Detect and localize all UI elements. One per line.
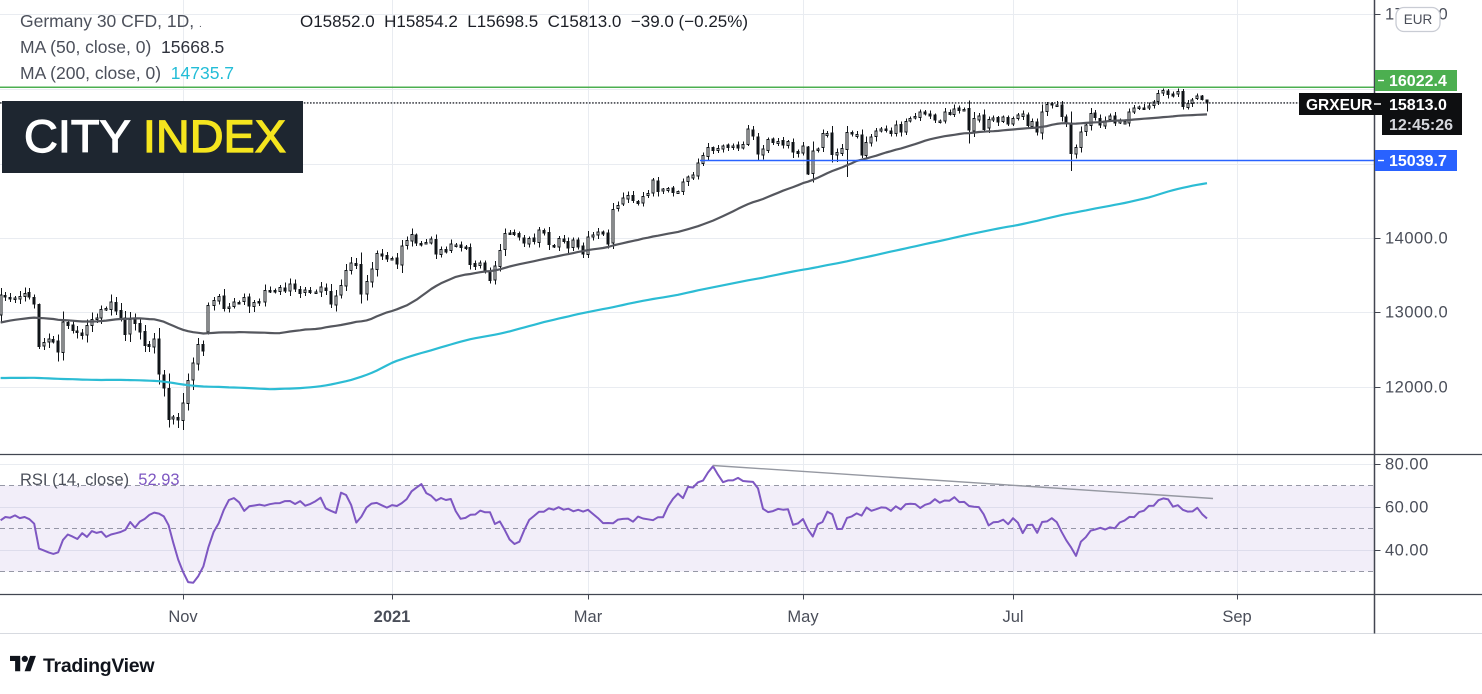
svg-text:14000.0: 14000.0 — [1385, 230, 1448, 248]
svg-text:MA (50, close, 0) 15668.5: MA (50, close, 0) 15668.5 — [20, 37, 224, 57]
svg-text:O15852.0 H15854.2 L15698.5: O15852.0 H15854.2 L15698.5 C15813.0 −39.… — [300, 12, 748, 31]
svg-text:60.00: 60.00 — [1385, 499, 1429, 517]
svg-text:40.00: 40.00 — [1385, 542, 1429, 560]
svg-text:16022.4: 16022.4 — [1389, 73, 1447, 90]
svg-text:12000.0: 12000.0 — [1385, 379, 1448, 397]
svg-text:EUR: EUR — [1404, 12, 1433, 27]
svg-text:GRXEUR: GRXEUR — [1306, 97, 1372, 114]
svg-text:Germany 30 CFD, 1D, .: Germany 30 CFD, 1D, . — [20, 11, 202, 31]
svg-text:15039.7: 15039.7 — [1389, 153, 1447, 170]
svg-text:MA (200, close, 0) 14735.7: MA (200, close, 0) 14735.7 — [20, 63, 234, 83]
svg-text:TradingView: TradingView — [43, 655, 155, 677]
svg-text:Nov: Nov — [168, 608, 198, 626]
svg-text:2021: 2021 — [374, 608, 411, 626]
svg-text:Mar: Mar — [574, 608, 603, 626]
svg-text:13000.0: 13000.0 — [1385, 304, 1448, 322]
svg-text:RSI (14, close) 52.93: RSI (14, close) 52.93 — [20, 471, 180, 489]
svg-text:Sep: Sep — [1222, 608, 1251, 626]
svg-text:CITY INDEX: CITY INDEX — [24, 111, 286, 162]
svg-text:80.00: 80.00 — [1385, 456, 1429, 474]
svg-text:15813.0: 15813.0 — [1389, 97, 1447, 114]
svg-text:May: May — [787, 608, 819, 626]
svg-text:Jul: Jul — [1002, 608, 1023, 626]
svg-text:12:45:26: 12:45:26 — [1389, 117, 1453, 134]
